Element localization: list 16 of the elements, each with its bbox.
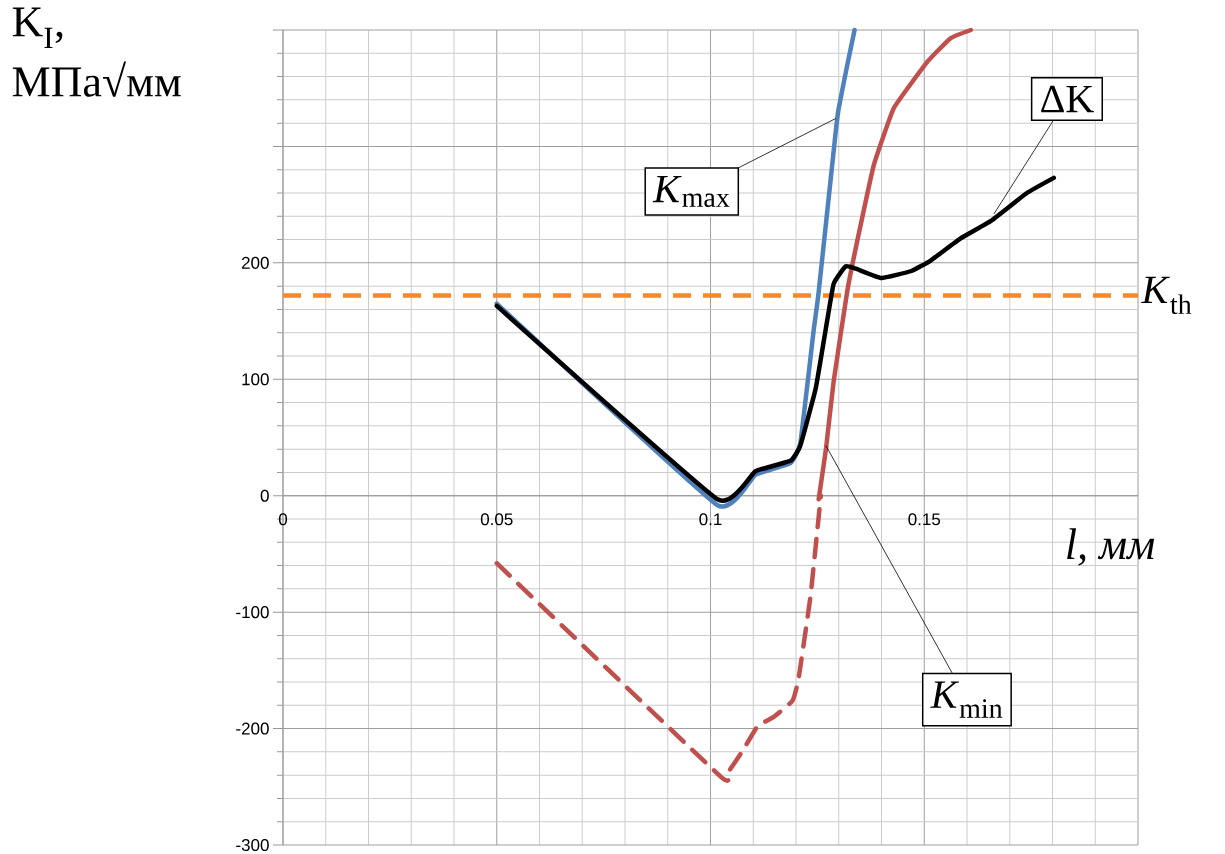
y-tick-label: -300: [236, 838, 269, 852]
y-tick-label: 0: [260, 489, 269, 502]
x-tick-label: 0: [278, 513, 288, 526]
annotation: ΔK: [1041, 85, 1094, 113]
ref-line-label: K$_{th}$: [1141, 276, 1192, 315]
annotation: K$_{max}$: [652, 175, 730, 208]
annotation: K$_{min}$: [930, 681, 1003, 718]
x-tick-label: 0.1: [699, 513, 722, 526]
y-axis-title: K$_{I}$, МПа√мм: [12, 7, 181, 97]
y-tick-label: -200: [236, 722, 269, 735]
x-tick-label: 0.15: [908, 513, 941, 526]
x-tick-label: 0.05: [480, 513, 513, 526]
y-tick-label: 200: [241, 256, 269, 269]
y-tick-label: 100: [242, 373, 269, 386]
x-axis-title: l, мм: [1067, 528, 1155, 566]
y-tick-label: -100: [236, 606, 269, 619]
